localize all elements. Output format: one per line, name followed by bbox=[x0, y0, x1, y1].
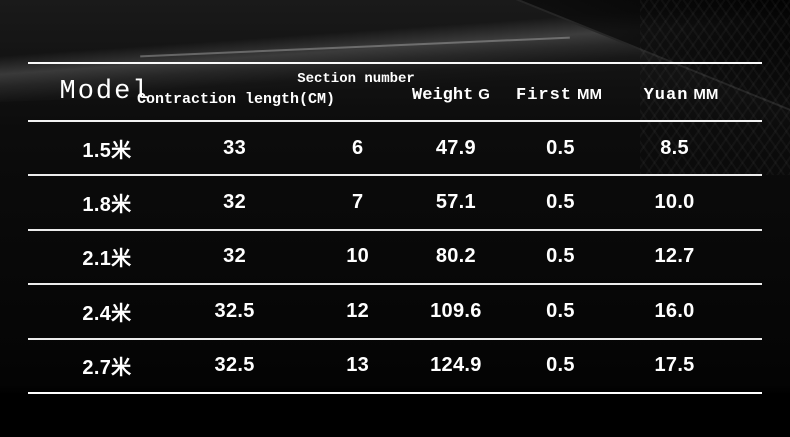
col-header-weight-label: Weight bbox=[412, 86, 474, 105]
cell-model: 1.5米 bbox=[82, 139, 132, 162]
cell-model: 1.8米 bbox=[82, 194, 132, 217]
cell-contraction-length: 32.5 bbox=[214, 299, 255, 322]
table-row: 1.5米 33 6 47.9 0.5 8.5 bbox=[28, 122, 762, 177]
cell-model: 2.4米 bbox=[82, 302, 132, 325]
cell-contraction-length: 32 bbox=[223, 245, 247, 268]
cell-yuan-diameter: 12.7 bbox=[654, 245, 695, 268]
col-header-first-label: First bbox=[515, 86, 573, 105]
cell-contraction-length: 32.5 bbox=[214, 354, 255, 377]
cell-model: 2.7米 bbox=[82, 357, 132, 380]
table-row: 2.1米 32 10 80.2 0.5 12.7 bbox=[28, 231, 762, 286]
table-row: 2.4米 32.5 12 109.6 0.5 16.0 bbox=[28, 285, 762, 340]
cell-first-diameter: 0.5 bbox=[546, 136, 575, 159]
cell-yuan-diameter: 16.0 bbox=[654, 299, 695, 322]
table-row: 1.8米 32 7 57.1 0.5 10.0 bbox=[28, 176, 762, 231]
cell-weight: 109.6 bbox=[430, 299, 482, 322]
cell-contraction-length: 33 bbox=[223, 136, 247, 159]
cell-model: 2.1米 bbox=[82, 248, 132, 271]
cell-weight: 124.9 bbox=[430, 354, 482, 377]
net-texture bbox=[640, 0, 790, 175]
cell-weight: 57.1 bbox=[435, 191, 476, 214]
table-body: 1.5米 33 6 47.9 0.5 8.5 1.8米 32 7 57.1 0.… bbox=[28, 122, 762, 394]
col-header-model: Model bbox=[59, 77, 151, 107]
background-photo bbox=[0, 0, 790, 175]
cell-first-diameter: 0.5 bbox=[546, 245, 575, 268]
cell-yuan-diameter: 10.0 bbox=[654, 191, 695, 214]
cell-section-number: 10 bbox=[346, 245, 370, 268]
col-header-weight-unit: G bbox=[478, 86, 490, 103]
cell-section-number: 13 bbox=[346, 354, 370, 377]
cell-first-diameter: 0.5 bbox=[546, 299, 575, 322]
cell-weight: 47.9 bbox=[435, 136, 476, 159]
cell-section-number: 12 bbox=[346, 299, 370, 322]
spec-table: Model Contraction length(CM) Section num… bbox=[28, 62, 762, 394]
cell-section-number: 6 bbox=[351, 136, 364, 159]
col-header-first-diameter: First MM bbox=[516, 86, 602, 105]
table-header: Model Contraction length(CM) Section num… bbox=[28, 62, 762, 122]
cell-first-diameter: 0.5 bbox=[546, 191, 575, 214]
col-header-section-number: Section number bbox=[297, 71, 415, 87]
col-header-weight: Weight G bbox=[412, 86, 490, 105]
cell-weight: 80.2 bbox=[435, 245, 476, 268]
col-header-yuan-label: Yuan bbox=[643, 86, 689, 105]
col-header-yuan-diameter: Yuan MM bbox=[644, 86, 719, 105]
col-header-yuan-unit: MM bbox=[693, 86, 719, 103]
cell-yuan-diameter: 8.5 bbox=[660, 136, 689, 159]
cell-first-diameter: 0.5 bbox=[546, 354, 575, 377]
col-header-contraction-length: Contraction length(CM) bbox=[136, 91, 336, 108]
cell-yuan-diameter: 17.5 bbox=[654, 354, 695, 377]
cell-contraction-length: 32 bbox=[223, 191, 247, 214]
cell-section-number: 7 bbox=[351, 191, 364, 214]
col-header-first-unit: MM bbox=[577, 86, 603, 103]
table-row: 2.7米 32.5 13 124.9 0.5 17.5 bbox=[28, 340, 762, 394]
